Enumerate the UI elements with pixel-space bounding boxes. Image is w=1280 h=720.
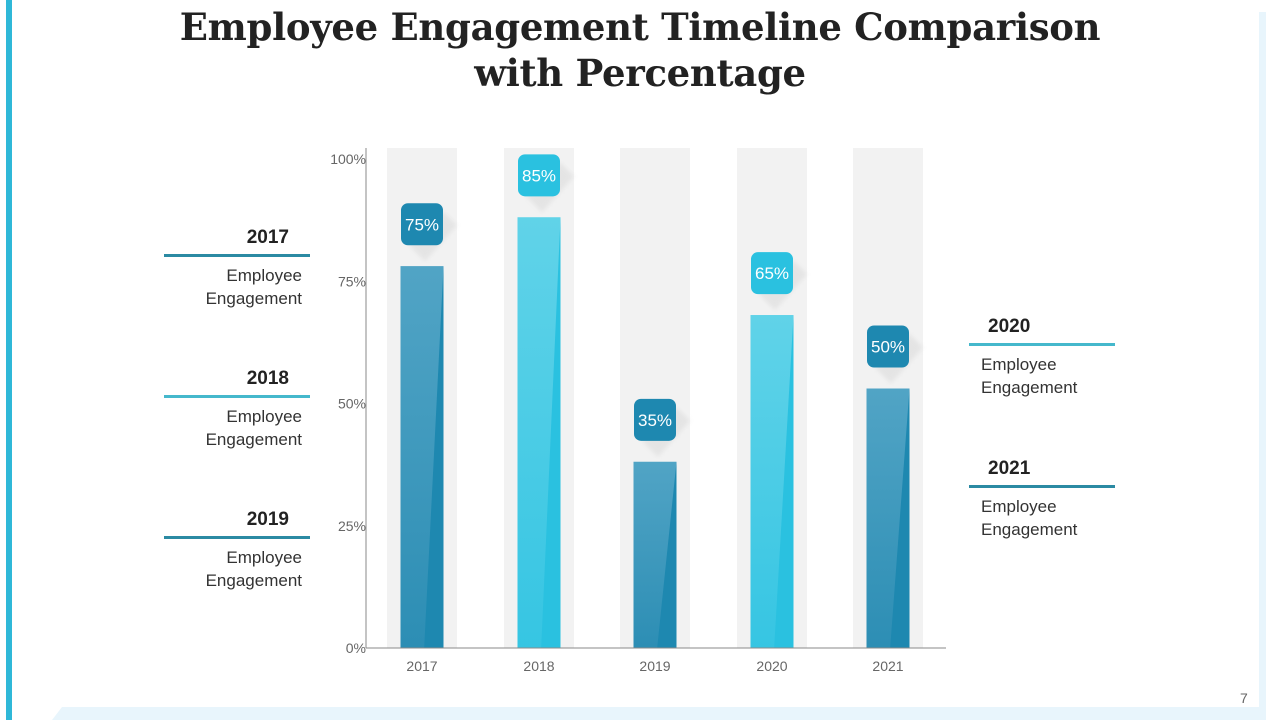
legend-desc-line2: Engagement xyxy=(981,378,1078,397)
bar-2020 xyxy=(750,315,794,648)
bottom-accent-bar xyxy=(52,707,1266,720)
bar-2018 xyxy=(517,217,561,648)
x-tick-label: 2020 xyxy=(756,658,787,674)
y-tick-label: 100% xyxy=(330,151,366,167)
data-label: 50% xyxy=(871,338,905,357)
legend-year: 2021 xyxy=(988,458,1031,479)
legend-item-2020: 2020 Employee Engagement xyxy=(969,316,1115,399)
legend-desc-line1: Employee xyxy=(226,266,302,285)
page-title: Employee Engagement Timeline Comparison … xyxy=(179,5,1101,95)
legend-rule xyxy=(164,536,310,539)
bar-2019 xyxy=(633,461,677,648)
legend-desc-line2: Engagement xyxy=(205,571,302,590)
legend-item-2021: 2021 Employee Engagement xyxy=(969,458,1115,541)
legend-desc-line2: Engagement xyxy=(205,430,302,449)
data-label-bubble-2021: 50% xyxy=(867,325,923,384)
page-number: 7 xyxy=(1240,690,1248,706)
y-tick-label: 25% xyxy=(338,518,366,534)
x-tick-label: 2018 xyxy=(523,658,554,674)
legend-item-2018: 2018 Employee Engagement xyxy=(164,368,310,451)
left-accent-bar xyxy=(6,0,12,720)
data-label: 85% xyxy=(522,166,556,185)
y-tick-label: 0% xyxy=(346,640,366,656)
legend-desc-line1: Employee xyxy=(981,497,1057,516)
data-label-bubble-2019: 35% xyxy=(634,398,690,457)
data-label: 65% xyxy=(755,264,789,283)
legend-desc-line2: Engagement xyxy=(981,520,1078,539)
data-label-bubble-2017: 75% xyxy=(401,203,457,262)
x-tick-label: 2019 xyxy=(639,658,670,674)
legend-year: 2019 xyxy=(246,509,289,530)
legend-rule xyxy=(164,395,310,398)
y-tick-label: 75% xyxy=(338,273,366,289)
right-accent-bar xyxy=(1259,12,1266,720)
legend-desc-line1: Employee xyxy=(981,355,1057,374)
data-label: 35% xyxy=(638,411,672,430)
legend-item-2017: 2017 Employee Engagement xyxy=(164,227,310,310)
legend-year: 2020 xyxy=(988,316,1031,337)
legend-year: 2017 xyxy=(246,227,289,248)
data-label-bubble-2018: 85% xyxy=(518,154,574,213)
legend-item-2019: 2019 Employee Engagement xyxy=(164,509,310,592)
bar-2017 xyxy=(400,266,444,648)
legend-year: 2018 xyxy=(246,368,289,389)
legend-desc-line1: Employee xyxy=(226,548,302,567)
x-tick-label: 2017 xyxy=(406,658,437,674)
legend-rule xyxy=(164,254,310,257)
legend-rule xyxy=(969,485,1115,488)
data-label-bubble-2020: 65% xyxy=(751,252,807,311)
y-tick-label: 50% xyxy=(338,396,366,412)
data-label: 75% xyxy=(405,215,439,234)
legend-rule xyxy=(969,343,1115,346)
bar-2021 xyxy=(866,388,910,648)
legend-desc-line1: Employee xyxy=(226,407,302,426)
x-tick-label: 2021 xyxy=(872,658,903,674)
legend-desc-line2: Engagement xyxy=(205,289,302,308)
